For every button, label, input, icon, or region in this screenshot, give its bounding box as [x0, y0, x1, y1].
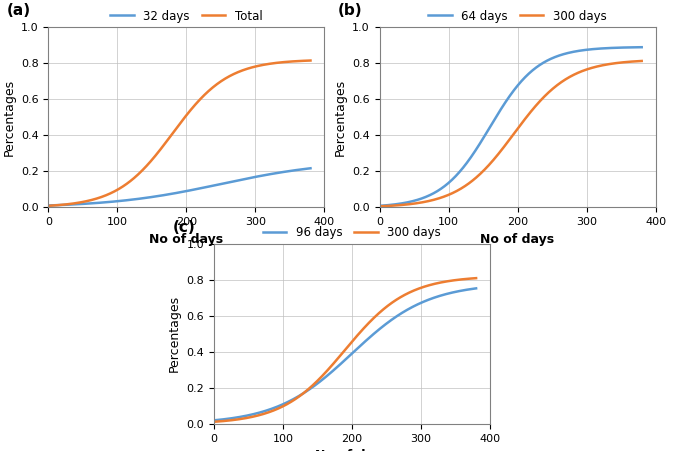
- Y-axis label: Percentages: Percentages: [2, 78, 15, 156]
- Legend: 96 days, 300 days: 96 days, 300 days: [263, 226, 441, 239]
- X-axis label: No of days: No of days: [149, 233, 224, 246]
- Legend: 32 days, Total: 32 days, Total: [110, 9, 262, 23]
- Text: (b): (b): [338, 3, 363, 18]
- X-axis label: No of days: No of days: [480, 233, 555, 246]
- Y-axis label: Percentages: Percentages: [333, 78, 346, 156]
- Legend: 64 days, 300 days: 64 days, 300 days: [428, 9, 607, 23]
- Text: (a): (a): [7, 3, 31, 18]
- X-axis label: No of days: No of days: [315, 449, 389, 451]
- Text: (c): (c): [172, 220, 195, 235]
- Y-axis label: Percentages: Percentages: [168, 295, 181, 373]
